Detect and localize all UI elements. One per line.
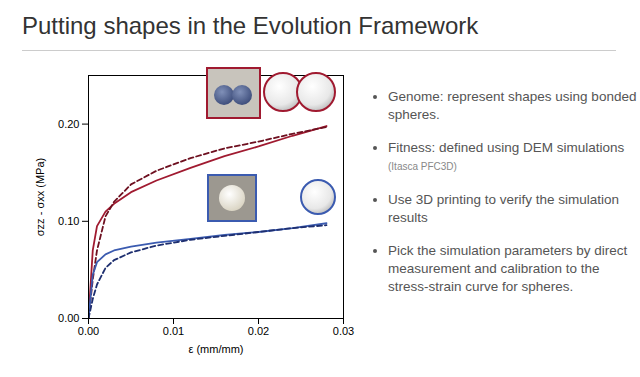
svg-text:0.03: 0.03 bbox=[333, 325, 354, 337]
html-text:Genome: represent shapes using: Genome: represent shapes using bonded sp… bbox=[388, 89, 637, 122]
html-text:Putting shapes in the Evolutio: Putting shapes in the Evolution Framewor… bbox=[22, 12, 479, 39]
html-text:(Itasca PFC3D): (Itasca PFC3D) bbox=[388, 161, 457, 172]
svg-text:0.10: 0.10 bbox=[58, 215, 79, 227]
svg-text:0.00: 0.00 bbox=[78, 325, 99, 337]
html-text:Fitness: defined using DEM sim: Fitness: defined using DEM simulations bbox=[388, 140, 625, 155]
svg-text:0.00: 0.00 bbox=[58, 312, 79, 324]
svg-text:0.20: 0.20 bbox=[58, 118, 79, 130]
svg-text:0.02: 0.02 bbox=[248, 325, 269, 337]
svg-text:0.01: 0.01 bbox=[163, 325, 184, 337]
html-text:Pick the simulation parameters: Pick the simulation parameters by direct… bbox=[388, 243, 628, 294]
html-text:Use 3D printing to verify the: Use 3D printing to verify the simulation… bbox=[388, 192, 620, 225]
svg-text:σzz - σxx (MPa): σzz - σxx (MPa) bbox=[34, 158, 46, 236]
svg-text:ε (mm/mm): ε (mm/mm) bbox=[189, 343, 244, 355]
